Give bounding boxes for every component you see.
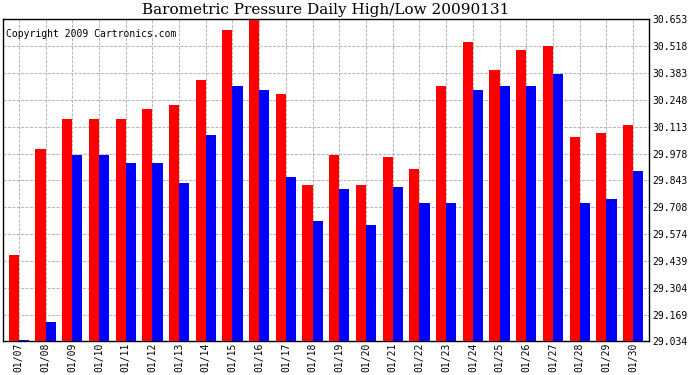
Bar xyxy=(339,189,350,342)
Bar xyxy=(393,187,403,342)
Bar xyxy=(633,171,643,342)
Bar xyxy=(62,119,72,342)
Bar xyxy=(436,86,446,342)
Bar xyxy=(366,225,376,342)
Bar xyxy=(152,163,163,342)
Bar xyxy=(580,203,590,342)
Bar xyxy=(489,70,500,342)
Bar xyxy=(89,119,99,342)
Bar xyxy=(9,255,19,342)
Bar xyxy=(473,90,483,342)
Bar xyxy=(276,93,286,342)
Bar xyxy=(329,155,339,342)
Bar xyxy=(383,157,393,342)
Bar xyxy=(543,46,553,342)
Bar xyxy=(99,155,109,342)
Bar xyxy=(356,185,366,342)
Bar xyxy=(72,155,82,342)
Title: Barometric Pressure Daily High/Low 20090131: Barometric Pressure Daily High/Low 20090… xyxy=(142,3,510,17)
Bar xyxy=(179,183,189,342)
Bar xyxy=(553,74,563,342)
Bar xyxy=(259,90,269,342)
Bar xyxy=(596,134,607,342)
Bar xyxy=(446,203,456,342)
Bar xyxy=(569,137,580,342)
Bar xyxy=(623,125,633,342)
Bar xyxy=(222,30,233,342)
Bar xyxy=(196,80,206,342)
Bar xyxy=(169,105,179,342)
Bar xyxy=(302,185,313,342)
Bar xyxy=(516,50,526,342)
Bar xyxy=(249,20,259,342)
Bar xyxy=(233,86,243,342)
Bar xyxy=(206,135,216,342)
Bar xyxy=(420,203,430,342)
Bar xyxy=(313,221,323,342)
Bar xyxy=(409,169,420,342)
Bar xyxy=(526,86,536,342)
Bar xyxy=(126,163,136,342)
Bar xyxy=(35,149,46,342)
Bar xyxy=(286,177,296,342)
Text: Copyright 2009 Cartronics.com: Copyright 2009 Cartronics.com xyxy=(6,29,177,39)
Bar xyxy=(463,42,473,342)
Bar xyxy=(607,199,617,342)
Bar xyxy=(142,110,152,342)
Bar xyxy=(500,86,510,342)
Bar xyxy=(46,322,56,342)
Bar xyxy=(115,119,126,342)
Bar xyxy=(19,340,29,342)
